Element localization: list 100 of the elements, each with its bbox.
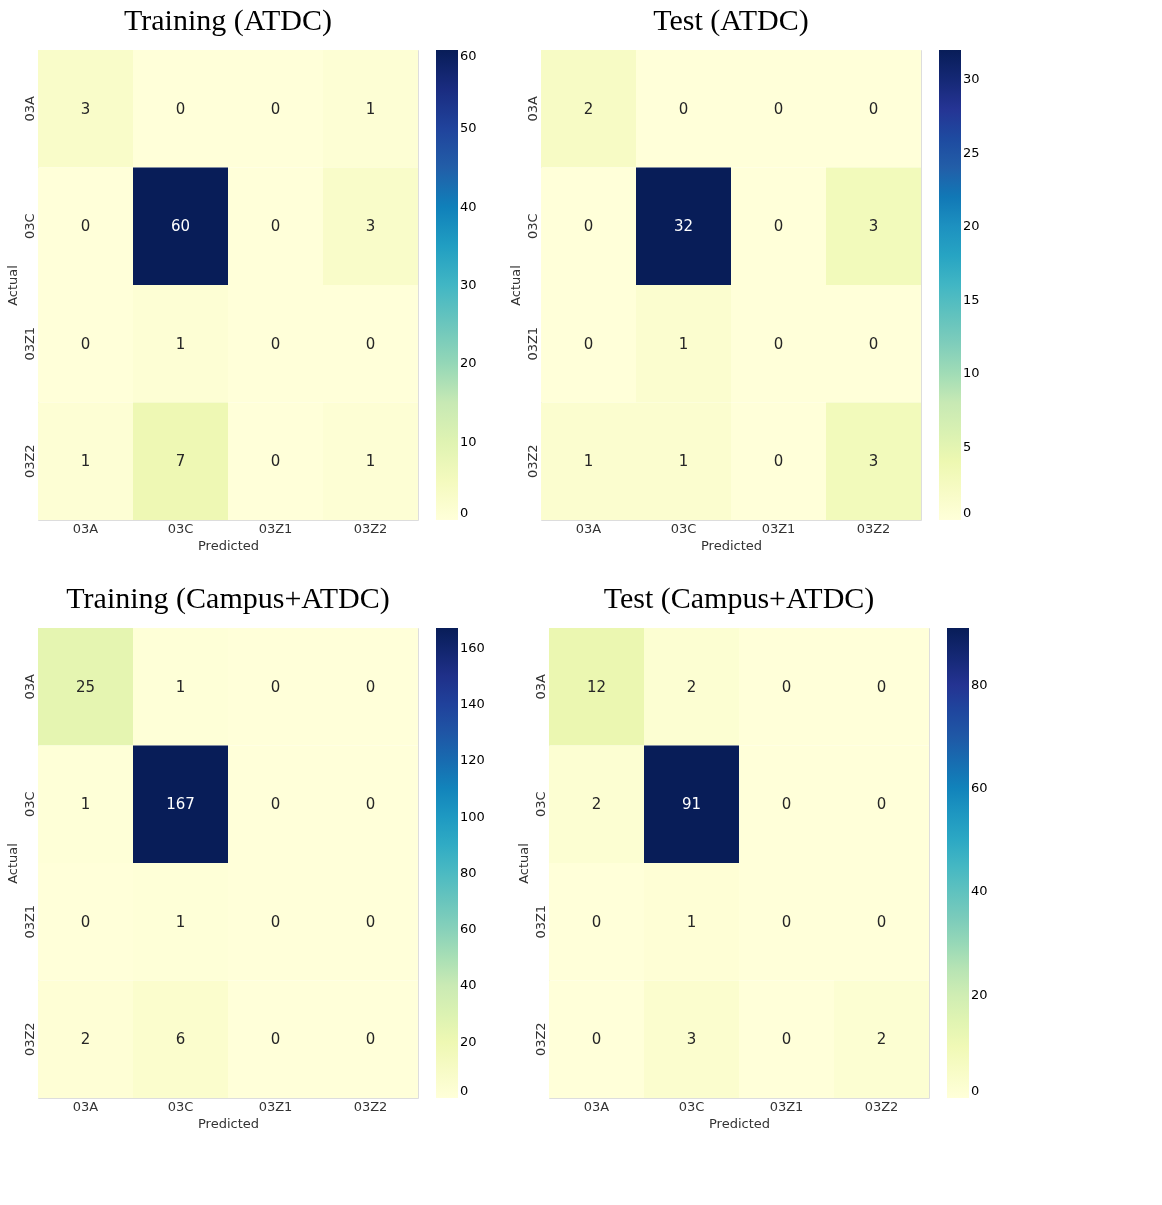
x-tick-label: 03Z1 <box>258 1098 293 1114</box>
x-tick-label: 03Z2 <box>856 520 891 536</box>
color-bar-label: 0 <box>460 1083 469 1098</box>
data-label: 0 <box>365 795 376 814</box>
y-tick-label: 03Z1 <box>21 326 37 361</box>
data-label: 0 <box>678 99 689 118</box>
x-tick-label: 03C <box>167 1098 194 1114</box>
x-tick-label: 03Z1 <box>761 520 796 536</box>
y-axis-title: Actual <box>507 265 523 306</box>
data-label: 0 <box>175 99 186 118</box>
data-label: 0 <box>591 1030 602 1049</box>
data-label: 2 <box>80 1030 91 1049</box>
data-label: 0 <box>365 677 376 696</box>
y-tick-label: 03Z2 <box>21 1022 37 1057</box>
data-label: 0 <box>781 677 792 696</box>
y-axis-title: Actual <box>4 843 20 884</box>
data-label: 0 <box>80 912 91 931</box>
x-axis-title: Predicted <box>197 1115 260 1131</box>
data-label: 0 <box>583 334 594 353</box>
x-tick-label: 03C <box>670 520 697 536</box>
y-tick-label: 03A <box>21 95 37 122</box>
data-label: 25 <box>75 677 96 696</box>
data-label: 12 <box>586 677 607 696</box>
data-label: 0 <box>583 217 594 236</box>
x-axis-title: Predicted <box>708 1115 771 1131</box>
data-label: 7 <box>175 452 186 471</box>
x-tick-label: 03A <box>583 1098 610 1114</box>
color-bar-label: 20 <box>971 986 988 1002</box>
x-tick-label: 03C <box>167 520 194 536</box>
color-bar-label: 15 <box>963 291 980 307</box>
data-label: 0 <box>365 1030 376 1049</box>
data-label: 3 <box>686 1030 697 1049</box>
data-label: 0 <box>773 452 784 471</box>
data-label: 1 <box>175 334 186 353</box>
color-bar-label: 50 <box>460 120 477 136</box>
color-bar-label: 120 <box>460 752 485 768</box>
chart-title: Test (ATDC) <box>653 3 809 37</box>
y-tick-label: 03Z2 <box>21 444 37 479</box>
x-axis-title: Predicted <box>700 537 763 553</box>
data-label: 0 <box>270 334 281 353</box>
data-label: 1 <box>583 452 594 471</box>
data-label: 0 <box>781 795 792 814</box>
data-label: 1 <box>80 452 91 471</box>
data-label: 167 <box>166 795 195 814</box>
data-label: 0 <box>80 217 91 236</box>
y-tick-label: 03C <box>524 213 540 240</box>
chart-title: Test (Campus+ATDC) <box>603 581 875 615</box>
data-label: 0 <box>591 912 602 931</box>
data-label: 0 <box>270 452 281 471</box>
data-label: 60 <box>170 217 191 236</box>
data-label: 1 <box>678 334 689 353</box>
x-tick-label: 03A <box>72 1098 99 1114</box>
y-tick-label: 03C <box>532 791 548 818</box>
y-tick-label: 03Z1 <box>524 326 540 361</box>
data-label: 91 <box>681 795 702 814</box>
color-bar-label: 100 <box>460 808 485 824</box>
data-label: 1 <box>80 795 91 814</box>
color-bar-label: 140 <box>460 695 485 711</box>
data-label: 3 <box>868 452 879 471</box>
color-bar-label: 0 <box>963 505 972 520</box>
y-axis-title: Actual <box>515 843 531 884</box>
x-tick-label: 03Z1 <box>769 1098 804 1114</box>
color-bar-label: 0 <box>460 505 469 520</box>
x-tick-label: 03Z1 <box>258 520 293 536</box>
data-label: 2 <box>583 99 594 118</box>
data-label: 1 <box>678 452 689 471</box>
data-label: 0 <box>868 99 879 118</box>
color-bar-label: 20 <box>460 1033 477 1049</box>
color-bar-label: 60 <box>971 780 988 796</box>
x-tick-label: 03Z2 <box>353 1098 388 1114</box>
data-label: 1 <box>365 452 376 471</box>
x-tick-label: 03A <box>575 520 602 536</box>
color-bar-label: 10 <box>460 433 477 449</box>
color-bar-label: 30 <box>963 71 980 87</box>
data-label: 2 <box>876 1030 887 1049</box>
data-label: 0 <box>270 99 281 118</box>
data-label: 0 <box>270 217 281 236</box>
data-label: 1 <box>365 99 376 118</box>
data-label: 0 <box>270 912 281 931</box>
data-label: 0 <box>876 912 887 931</box>
data-label: 0 <box>365 912 376 931</box>
chart-title: Training (ATDC) <box>123 3 333 37</box>
data-label: 0 <box>781 1030 792 1049</box>
x-axis-title: Predicted <box>197 537 260 553</box>
data-label: 1 <box>175 677 186 696</box>
data-label: 0 <box>773 99 784 118</box>
data-label: 0 <box>876 795 887 814</box>
y-tick-label: 03Z1 <box>21 904 37 939</box>
color-bar-label: 10 <box>963 365 980 381</box>
color-bar-label: 40 <box>460 198 477 214</box>
color-bar-label: 60 <box>460 921 477 937</box>
y-tick-label: 03Z2 <box>524 444 540 479</box>
y-tick-label: 03A <box>532 673 548 700</box>
data-label: 6 <box>175 1030 186 1049</box>
data-label: 0 <box>80 334 91 353</box>
x-tick-label: 03Z2 <box>864 1098 899 1114</box>
color-bar-label: 25 <box>963 144 980 160</box>
data-label: 3 <box>365 217 376 236</box>
color-bar-label: 20 <box>460 355 477 371</box>
color-bar-label: 80 <box>460 864 477 880</box>
